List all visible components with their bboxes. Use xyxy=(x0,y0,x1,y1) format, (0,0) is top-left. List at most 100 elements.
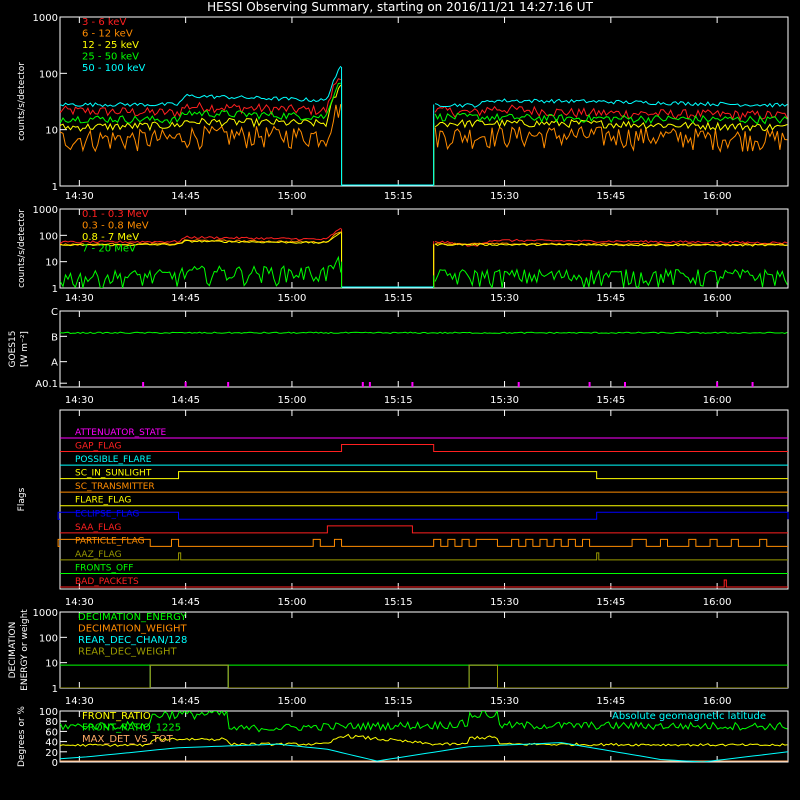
goes-event-mark xyxy=(368,382,371,387)
series-12-25-kev xyxy=(60,84,788,186)
y-tick-label: 1000 xyxy=(33,205,58,216)
series-front-ratio-1225 xyxy=(60,711,788,733)
y-tick-label: 10 xyxy=(45,659,58,670)
legend-entry: 6 - 12 keV xyxy=(82,29,133,40)
x-tick-label: 16:00 xyxy=(703,395,732,406)
x-tick-label: 15:15 xyxy=(384,293,413,304)
flag-attenuator-state-label: ATTENUATOR_STATE xyxy=(75,428,167,438)
goes-event-mark xyxy=(411,382,414,387)
panel-5: 14:30 14:45 15:00 15:15 15:30 15:45 16:00 1 10 10… xyxy=(8,608,789,707)
flag-saa-flag xyxy=(60,525,788,534)
x-tick-label: 15:15 xyxy=(384,597,413,608)
y-axis-label: GOES15 xyxy=(8,331,18,368)
x-tick-label: 14:45 xyxy=(171,293,200,304)
panel-frame xyxy=(59,208,789,289)
panel-frame xyxy=(59,710,789,763)
flag-gap-flag xyxy=(60,444,788,453)
flag-flare-flag-label: FLARE_FLAG xyxy=(75,496,131,506)
y-tick-label: 60 xyxy=(45,727,58,738)
x-tick-label: 15:15 xyxy=(384,696,413,707)
y-axis-label: counts/s/detector xyxy=(17,62,27,141)
flag-sc-in-sunlight xyxy=(60,471,788,480)
x-tick-label: 14:30 xyxy=(65,696,94,707)
x-tick-label: 15:00 xyxy=(278,395,307,406)
goes-event-mark xyxy=(751,382,754,387)
y-tick-label: 1 xyxy=(52,182,58,193)
legend-entry: DECIMATION_WEIGHT xyxy=(78,624,187,635)
flag-fronts-off-label: FRONTS_OFF xyxy=(75,563,133,573)
series-25-50-kev xyxy=(60,78,788,186)
y-axis-label-2: [W m⁻²] xyxy=(20,331,30,367)
x-tick-label: 15:15 xyxy=(384,395,413,406)
y-tick-label: 1000 xyxy=(33,13,58,24)
x-tick-label: 14:30 xyxy=(65,395,94,406)
legend-entry: 50 - 100 keV xyxy=(82,63,146,74)
goes-event-mark xyxy=(624,382,627,387)
y-tick-label: 80 xyxy=(45,717,58,728)
flag-particle-flag-label: PARTICLE_FLAG xyxy=(75,536,145,546)
y-axis-label: Flags xyxy=(17,487,27,511)
series-7-20-mev xyxy=(60,255,788,288)
y-tick-label: 10 xyxy=(45,258,58,269)
flag-bad-packets-label: BAD_PACKETS xyxy=(75,577,139,587)
y-tick-label: 100 xyxy=(39,707,58,718)
series-0-3-0-8-mev xyxy=(60,230,788,288)
series-rear-dec-weight xyxy=(60,664,788,688)
series-front-ratio xyxy=(60,733,788,747)
flag-possible-flare-label: POSSIBLE_FLARE xyxy=(75,455,152,465)
legend-entry: 7 - 20 MeV xyxy=(82,244,136,255)
flag-sc-in-sunlight-label: SC_IN_SUNLIGHT xyxy=(75,469,152,479)
legend-entry: 3 - 6 keV xyxy=(82,17,126,28)
legend-entry: REAR_DEC_CHAN/128 xyxy=(78,635,187,646)
y-tick-label: 10 xyxy=(45,126,58,137)
flag-aaz-flag-label: AAZ_FLAG xyxy=(75,550,122,560)
x-tick-label: 14:30 xyxy=(65,191,94,202)
x-tick-label: 15:00 xyxy=(278,191,307,202)
y-tick-label: 100 xyxy=(39,633,58,644)
y-tick-label: B xyxy=(51,332,58,343)
legend-entry: DECIMATION_ENERGY xyxy=(78,612,187,623)
y-tick-label: 100 xyxy=(39,231,58,242)
x-tick-label: 15:30 xyxy=(490,293,519,304)
x-tick-label: 14:30 xyxy=(65,293,94,304)
series-decimation-weight xyxy=(60,664,788,688)
x-tick-label: 15:00 xyxy=(278,696,307,707)
flag-gap-flag-label: GAP_FLAG xyxy=(75,442,121,452)
y-tick-label: 1 xyxy=(52,684,58,695)
x-tick-label: 15:45 xyxy=(596,395,625,406)
flag-eclipse-flag xyxy=(57,511,789,520)
goes-event-mark xyxy=(716,382,719,387)
series-3-6-kev xyxy=(60,73,788,186)
flag-aaz-flag xyxy=(60,552,788,561)
goes-event-mark xyxy=(227,382,230,387)
goes-event-mark xyxy=(588,382,591,387)
flag-eclipse-flag-label: ECLIPSE_FLAG xyxy=(75,509,139,519)
panel-frame xyxy=(59,310,789,388)
flag-particle-flag xyxy=(57,538,788,547)
chart-title: HESSI Observing Summary, starting on 201… xyxy=(207,0,593,14)
legend-entry: FRONT_RATIO_1225 xyxy=(82,723,181,734)
x-tick-label: 15:45 xyxy=(596,191,625,202)
goes-event-mark xyxy=(517,382,520,387)
legend-entry: FRONT_RATIO xyxy=(82,711,151,722)
x-tick-label: 15:45 xyxy=(596,597,625,608)
panel-frame xyxy=(59,16,789,187)
legend-entry: MAX_DET_VS_TOT xyxy=(82,734,174,745)
legend-entry: 25 - 50 keV xyxy=(82,52,139,63)
y-tick-label: C xyxy=(51,307,58,318)
x-tick-label: 15:45 xyxy=(596,293,625,304)
y-axis-label-2: ENERGY or weight xyxy=(20,609,30,691)
y-axis-label: Degrees or % xyxy=(17,706,27,767)
y-tick-label: 1 xyxy=(52,284,58,295)
series-goes15 xyxy=(60,331,788,335)
x-tick-label: 15:30 xyxy=(490,191,519,202)
series-rear-dec-chan-128 xyxy=(60,664,788,688)
flag-saa-flag-label: SAA_FLAG xyxy=(75,523,121,533)
y-axis-label: DECIMATION xyxy=(8,622,18,679)
x-tick-label: 14:45 xyxy=(171,191,200,202)
y-tick-label: 0 xyxy=(52,758,58,769)
x-tick-label: 14:45 xyxy=(171,597,200,608)
x-tick-label: 16:00 xyxy=(703,191,732,202)
x-tick-label: 14:45 xyxy=(171,395,200,406)
